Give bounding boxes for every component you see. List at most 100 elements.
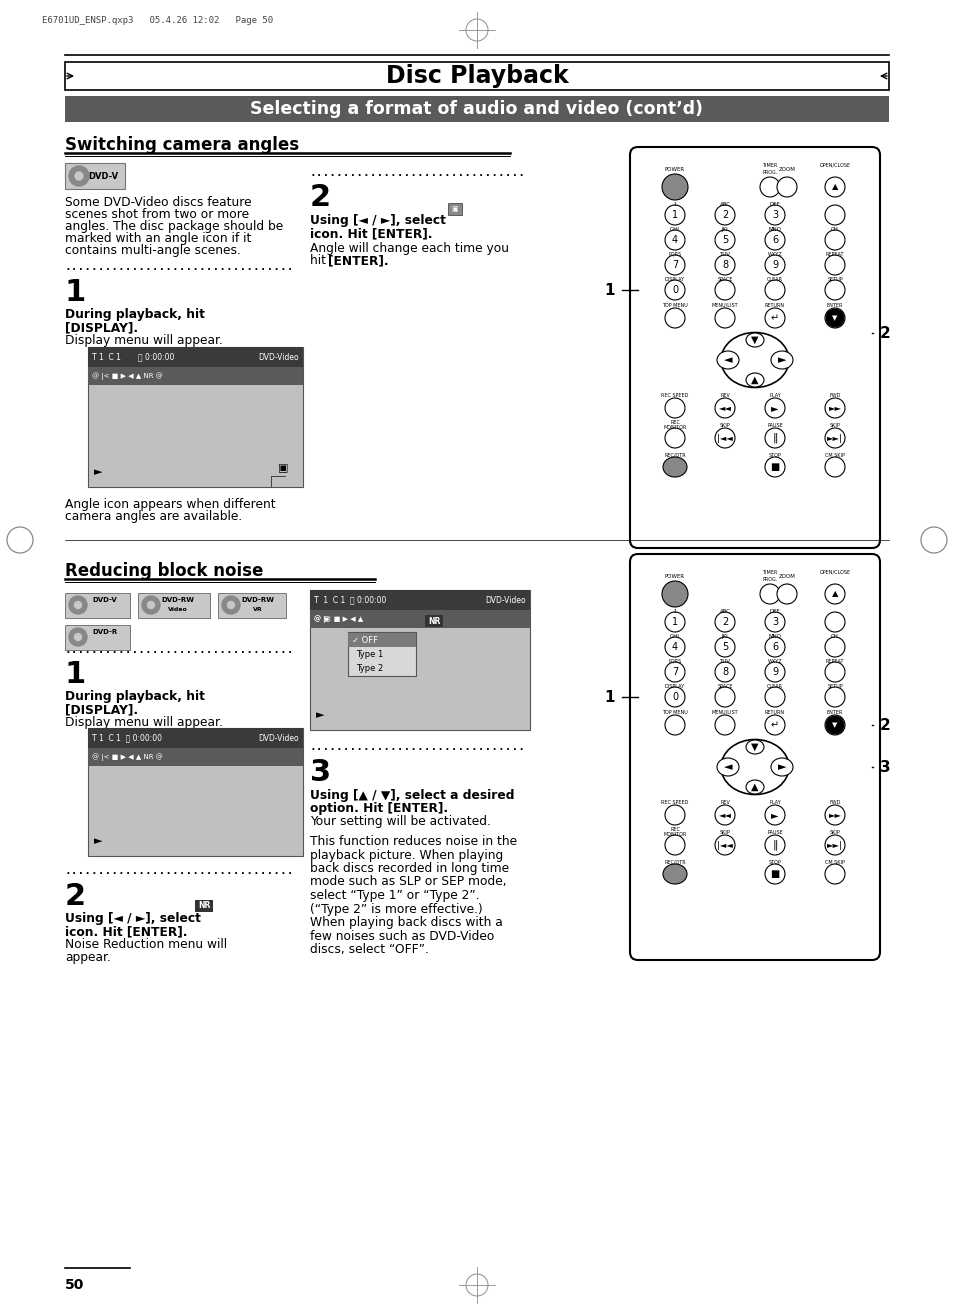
Circle shape bbox=[664, 835, 684, 855]
Text: Using [▲ / ▼], select a desired: Using [▲ / ▼], select a desired bbox=[310, 789, 514, 802]
Text: camera angles are available.: camera angles are available. bbox=[65, 510, 242, 523]
Ellipse shape bbox=[770, 757, 792, 776]
Text: ABC: ABC bbox=[719, 609, 730, 614]
Circle shape bbox=[664, 805, 684, 825]
Text: E6701UD_ENSP.qxp3   05.4.26 12:02   Page 50: E6701UD_ENSP.qxp3 05.4.26 12:02 Page 50 bbox=[42, 16, 273, 25]
Text: ‖: ‖ bbox=[771, 433, 777, 443]
Text: DEF: DEF bbox=[769, 201, 780, 206]
Bar bbox=[65, 593, 130, 618]
Text: REC
MONITOR: REC MONITOR bbox=[662, 419, 686, 430]
Circle shape bbox=[69, 629, 87, 646]
Text: SKIP: SKIP bbox=[829, 830, 840, 835]
Text: CM SKIP: CM SKIP bbox=[824, 860, 844, 864]
Circle shape bbox=[824, 715, 844, 735]
Circle shape bbox=[764, 835, 784, 855]
Text: TOP MENU: TOP MENU bbox=[661, 302, 687, 308]
Text: ‖: ‖ bbox=[771, 840, 777, 851]
Circle shape bbox=[714, 280, 734, 300]
Text: STOP: STOP bbox=[768, 452, 781, 458]
Text: CH: CH bbox=[830, 634, 838, 639]
Text: WXYZ: WXYZ bbox=[767, 659, 781, 664]
Circle shape bbox=[824, 398, 844, 418]
Circle shape bbox=[664, 661, 684, 682]
Text: PLAY: PLAY bbox=[768, 392, 781, 397]
Text: STOP: STOP bbox=[768, 860, 781, 864]
Text: (“Type 2” is more effective.): (“Type 2” is more effective.) bbox=[310, 902, 482, 915]
Text: 2: 2 bbox=[310, 183, 331, 212]
Text: ▼: ▼ bbox=[831, 316, 837, 321]
Text: When playing back discs with a: When playing back discs with a bbox=[310, 917, 502, 928]
Text: NR: NR bbox=[427, 617, 439, 626]
Text: few noises such as DVD-Video: few noises such as DVD-Video bbox=[310, 930, 494, 943]
Text: 4: 4 bbox=[671, 235, 678, 245]
Text: JKL: JKL bbox=[720, 634, 728, 639]
Text: scenes shot from two or more: scenes shot from two or more bbox=[65, 208, 249, 221]
Text: CH: CH bbox=[830, 226, 838, 231]
Circle shape bbox=[714, 835, 734, 855]
Text: REC/OTR: REC/OTR bbox=[663, 860, 685, 864]
Text: Using [◄ / ►], select: Using [◄ / ►], select bbox=[65, 913, 205, 924]
Circle shape bbox=[142, 596, 160, 614]
Circle shape bbox=[764, 636, 784, 658]
Bar bbox=[271, 477, 272, 487]
Text: 9: 9 bbox=[771, 667, 778, 677]
Text: DVD-V: DVD-V bbox=[88, 171, 118, 180]
Circle shape bbox=[75, 172, 83, 180]
Text: SPACE: SPACE bbox=[717, 276, 732, 281]
Circle shape bbox=[825, 715, 843, 734]
Text: PQRS: PQRS bbox=[668, 251, 680, 256]
Ellipse shape bbox=[717, 351, 739, 370]
Ellipse shape bbox=[662, 864, 686, 884]
Circle shape bbox=[824, 308, 844, 327]
Circle shape bbox=[764, 308, 784, 327]
Text: contains multi-angle scenes.: contains multi-angle scenes. bbox=[65, 245, 240, 256]
Text: 2: 2 bbox=[721, 617, 727, 627]
Text: angles. The disc package should be: angles. The disc package should be bbox=[65, 220, 283, 233]
Circle shape bbox=[664, 280, 684, 300]
Bar bbox=[65, 163, 125, 189]
Text: 3: 3 bbox=[771, 210, 778, 220]
Text: ..................................: .................................. bbox=[65, 644, 294, 655]
Text: ZOOM: ZOOM bbox=[778, 573, 795, 579]
Circle shape bbox=[824, 686, 844, 707]
Text: CLEAR: CLEAR bbox=[766, 684, 782, 689]
Ellipse shape bbox=[745, 780, 763, 794]
Text: ▲: ▲ bbox=[831, 589, 838, 598]
Text: REPEAT: REPEAT bbox=[825, 251, 843, 256]
Circle shape bbox=[824, 458, 844, 477]
Text: Some DVD-Video discs feature: Some DVD-Video discs feature bbox=[65, 196, 252, 209]
Circle shape bbox=[714, 661, 734, 682]
Text: 50: 50 bbox=[65, 1278, 84, 1293]
Text: ·1: ·1 bbox=[672, 201, 677, 206]
Text: @ |< ■ ▶ ◀ ▲ NR @: @ |< ■ ▶ ◀ ▲ NR @ bbox=[91, 372, 163, 380]
Text: ↵: ↵ bbox=[770, 721, 779, 730]
Text: SPACE: SPACE bbox=[717, 684, 732, 689]
Text: Type 1: Type 1 bbox=[355, 650, 383, 659]
Circle shape bbox=[824, 864, 844, 884]
Text: DEF: DEF bbox=[769, 609, 780, 614]
Circle shape bbox=[776, 178, 796, 197]
Text: WXYZ: WXYZ bbox=[767, 251, 781, 256]
Circle shape bbox=[824, 805, 844, 825]
Text: marked with an angle icon if it: marked with an angle icon if it bbox=[65, 231, 251, 245]
Circle shape bbox=[824, 255, 844, 275]
Circle shape bbox=[764, 661, 784, 682]
Circle shape bbox=[824, 205, 844, 225]
Text: VR: VR bbox=[253, 606, 263, 611]
Text: SETUP: SETUP bbox=[826, 684, 841, 689]
Text: ENTER: ENTER bbox=[826, 302, 842, 308]
Bar bbox=[348, 633, 416, 647]
Text: ▼: ▼ bbox=[750, 335, 758, 345]
Circle shape bbox=[664, 427, 684, 448]
Bar bbox=[218, 593, 286, 618]
Circle shape bbox=[764, 230, 784, 250]
Text: 2: 2 bbox=[721, 210, 727, 220]
Text: ▣: ▣ bbox=[277, 463, 288, 473]
Text: 1: 1 bbox=[604, 689, 615, 705]
Text: ABC: ABC bbox=[719, 201, 730, 206]
Text: @ |< ■ ▶ ◀ ▲: @ |< ■ ▶ ◀ ▲ bbox=[314, 615, 363, 623]
Text: MNO: MNO bbox=[768, 634, 781, 639]
Text: 0: 0 bbox=[671, 692, 678, 702]
Text: DVD-RW: DVD-RW bbox=[241, 597, 274, 604]
Circle shape bbox=[714, 308, 734, 327]
